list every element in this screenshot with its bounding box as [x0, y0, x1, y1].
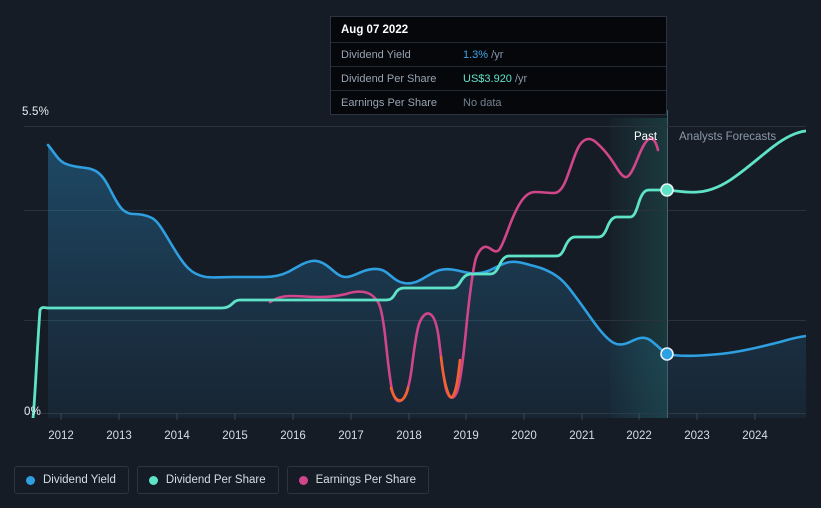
dividend-per-share-forecast-line — [665, 129, 806, 194]
tooltip-value-dividend-yield: 1.3% /yr — [463, 49, 503, 61]
tooltip-unit-dividend-yield: /yr — [491, 48, 504, 61]
legend-label-dividend-yield: Dividend Yield — [43, 474, 116, 486]
legend-dot-icon-dividend-per-share — [148, 475, 158, 485]
tooltip-row-dividend-per-share: Dividend Per Share US$3.920 /yr — [331, 66, 666, 90]
legend-item-dividend-yield[interactable]: Dividend Yield — [14, 466, 129, 494]
tooltip-value-number-dividend-per-share: US$3.920 — [463, 72, 512, 85]
legend-item-dividend-per-share[interactable]: Dividend Per Share — [136, 466, 279, 494]
tooltip-value-number-dividend-yield: 1.3% — [463, 48, 489, 61]
legend-item-earnings-per-share[interactable]: Earnings Per Share — [286, 466, 429, 494]
x-axis-label-2019: 2019 — [453, 430, 479, 442]
eps-negative-dip-1 — [389, 386, 410, 402]
tooltip-label-dividend-yield: Dividend Yield — [341, 48, 411, 61]
x-axis: 2012 2013 2014 2015 2016 2017 2018 2019 … — [0, 430, 821, 450]
earnings-per-share-line — [268, 137, 660, 403]
legend-label-dividend-per-share: Dividend Per Share — [165, 474, 266, 486]
legend-dot-icon-earnings-per-share — [298, 475, 308, 485]
chart-legend: Dividend Yield Dividend Per Share Earnin… — [14, 466, 429, 494]
period-label-past: Past — [634, 131, 658, 143]
legend-dot-icon-dividend-yield — [26, 475, 35, 485]
x-axis-label-2012: 2012 — [48, 430, 74, 442]
tooltip-value-dividend-per-share: US$3.920 /yr — [463, 73, 527, 85]
tooltip-label-earnings-per-share: Earnings Per Share — [341, 96, 437, 109]
x-axis-label-2020: 2020 — [511, 430, 537, 442]
x-axis-label-2023: 2023 — [684, 430, 710, 442]
dividend-per-share-marker[interactable] — [660, 183, 674, 197]
x-axis-label-2013: 2013 — [106, 430, 132, 442]
x-axis-label-2017: 2017 — [338, 430, 364, 442]
y-axis-label-bottom: 0% — [24, 406, 42, 418]
x-axis-label-2015: 2015 — [222, 430, 248, 442]
tooltip-value-earnings-per-share: No data — [463, 97, 502, 109]
tooltip-row-dividend-yield: Dividend Yield 1.3% /yr — [331, 42, 666, 66]
tooltip-unit-dividend-per-share: /yr — [515, 72, 528, 85]
dividend-yield-area — [48, 145, 806, 418]
period-label-forecast: Analysts Forecasts — [679, 131, 777, 143]
dividend-yield-marker[interactable] — [660, 347, 674, 361]
legend-label-earnings-per-share: Earnings Per Share — [315, 474, 416, 486]
eps-negative-dip-2 — [439, 355, 462, 399]
x-axis-label-2021: 2021 — [569, 430, 595, 442]
dividend-yield-line — [46, 143, 806, 358]
tooltip-date: Aug 07 2022 — [341, 24, 409, 36]
x-axis-label-2022: 2022 — [626, 430, 652, 442]
x-axis-label-2018: 2018 — [396, 430, 422, 442]
dividend-per-share-line — [31, 188, 669, 418]
y-axis-label-top: 5.5% — [22, 106, 50, 118]
tooltip-row-earnings-per-share: Earnings Per Share No data — [331, 90, 666, 114]
tooltip-value-number-earnings-per-share: No data — [463, 96, 502, 109]
x-axis-label-2016: 2016 — [280, 430, 306, 442]
chart-tooltip: Aug 07 2022 Dividend Yield 1.3% /yr Divi… — [330, 16, 667, 115]
x-axis-label-2024: 2024 — [742, 430, 768, 442]
tooltip-label-dividend-per-share: Dividend Per Share — [341, 72, 437, 85]
x-axis-label-2014: 2014 — [164, 430, 190, 442]
